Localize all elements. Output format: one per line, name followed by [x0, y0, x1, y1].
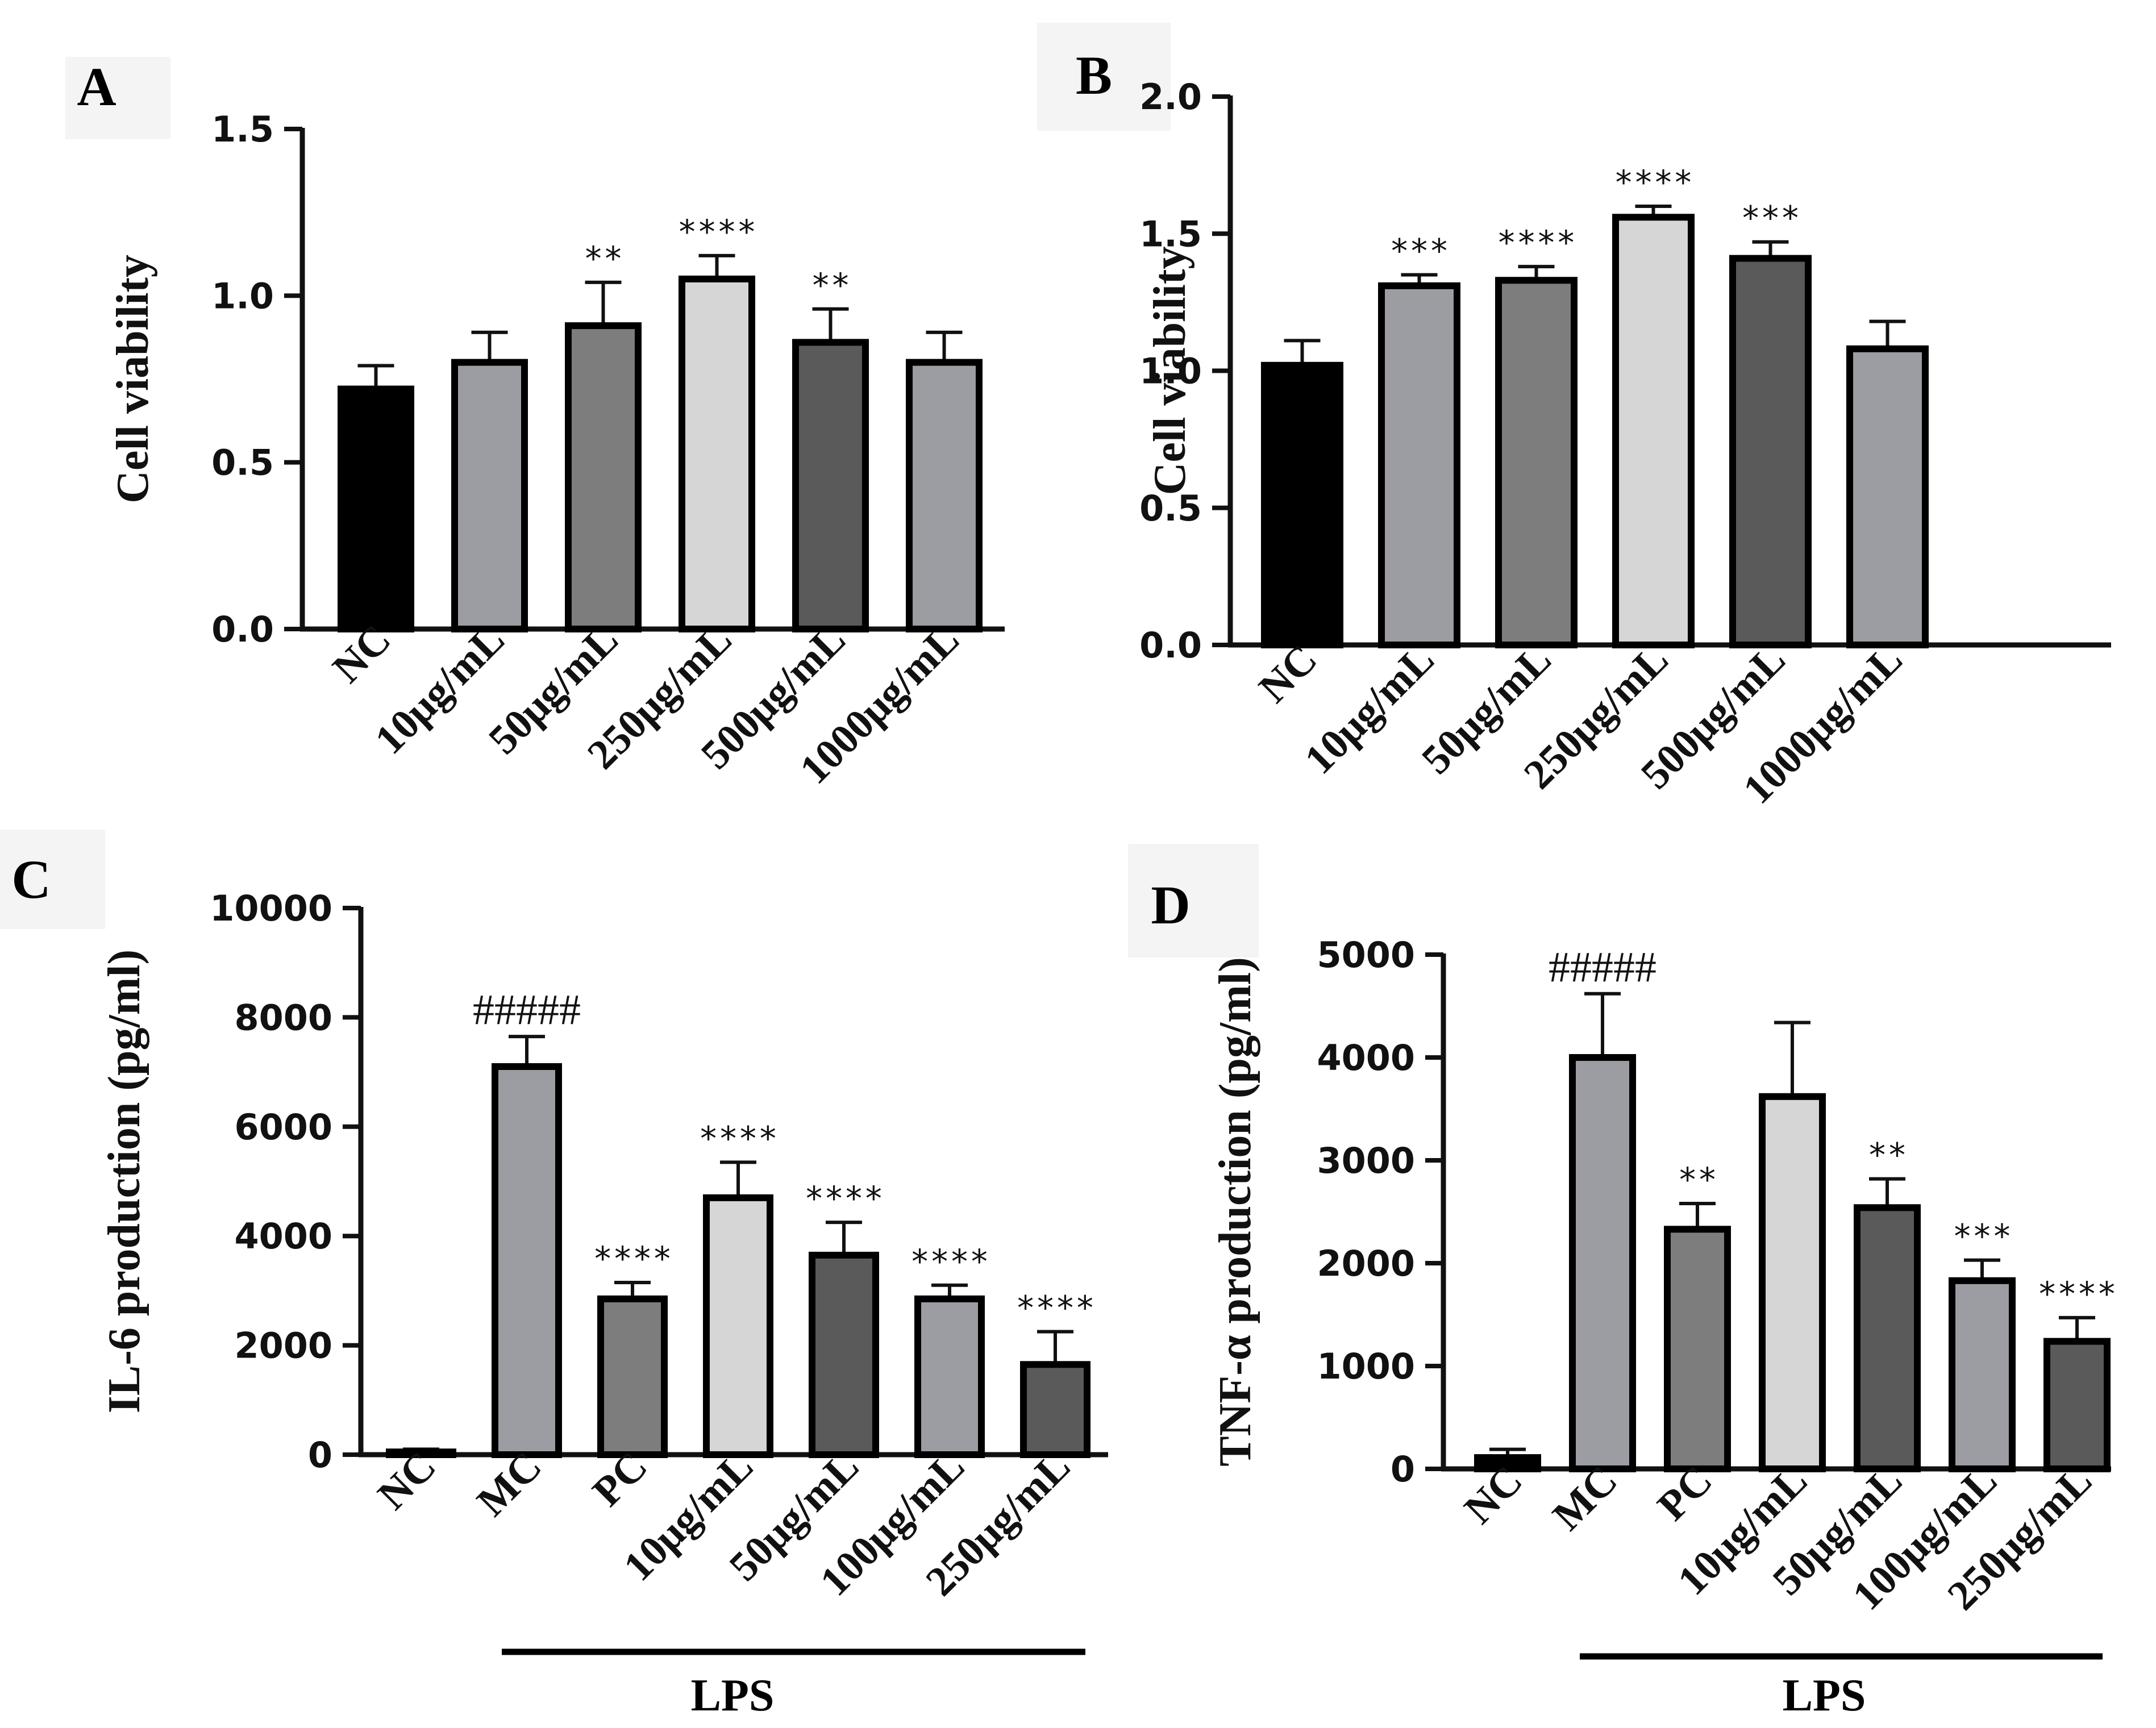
significance-marker: ** — [811, 266, 851, 305]
bar-mc — [492, 1063, 562, 1458]
significance-marker: **** — [698, 1119, 778, 1157]
significance-marker: *** — [1953, 1217, 2012, 1256]
y-tick-label: 4000 — [234, 1215, 332, 1257]
bar-250-g-ml — [679, 276, 755, 632]
significance-marker: **** — [2037, 1275, 2117, 1313]
significance-marker: *** — [1389, 232, 1449, 270]
bar-pc — [597, 1295, 668, 1459]
significance-marker: **** — [1497, 223, 1576, 262]
panel-D: D 0 1000 2000 3000 4000 5000 TNF-α production (… — [1128, 844, 2117, 1721]
significance-marker: **** — [1015, 1289, 1095, 1327]
bar-1000-g-ml — [1846, 345, 1929, 648]
y-axis-title: Cell viability — [1145, 247, 1195, 496]
bar-250-g-ml — [1612, 214, 1695, 648]
y-tick-label: 0 — [1391, 1448, 1415, 1490]
y-tick-label: 3000 — [1317, 1140, 1415, 1181]
bar-50-g-ml — [809, 1251, 879, 1459]
bar-10-g-ml — [451, 359, 528, 633]
panel-letter-box — [65, 57, 170, 139]
significance-marker: **** — [677, 213, 757, 251]
bar-10-g-ml — [1378, 282, 1460, 648]
panel-C: C 0 2000 4000 6000 8000 10000 IL-6 production (… — [0, 830, 1108, 1721]
bar-50-g-ml — [565, 322, 642, 632]
y-axis-title: TNF-α production (pg/ml) — [1210, 957, 1260, 1467]
bar-10-g-ml — [1759, 1093, 1826, 1472]
y-tick-label: 1.5 — [211, 109, 274, 150]
bar-500-g-ml — [792, 339, 869, 632]
significance-marker: **** — [804, 1179, 884, 1218]
y-tick-label: 1000 — [1317, 1346, 1415, 1387]
panel-letter-box — [1037, 23, 1171, 131]
y-axis-title: IL-6 production (pg/ml) — [99, 950, 149, 1413]
bar-500-g-ml — [1729, 255, 1812, 648]
panel-letter: A — [77, 56, 116, 117]
y-tick-label: 4000 — [1317, 1037, 1415, 1079]
panel-letter-box — [1128, 844, 1259, 957]
panel-letter: D — [1151, 875, 1190, 935]
bar-pc — [1664, 1226, 1731, 1473]
hash-marker: ##### — [1549, 943, 1656, 991]
bar-50-g-ml — [1854, 1204, 1921, 1472]
bar-nc — [386, 1448, 456, 1458]
y-axis-title: Cell viability — [108, 255, 158, 503]
y-tick-label: 2000 — [234, 1325, 332, 1367]
bar-100-g-ml — [1949, 1277, 2016, 1473]
y-tick-label: 6000 — [234, 1106, 332, 1148]
bar-nc — [1261, 361, 1343, 648]
bar-10-g-ml — [703, 1194, 773, 1459]
category-label: 10μg/mL — [1296, 636, 1443, 783]
significance-marker: **** — [1614, 163, 1693, 202]
y-tick-label: 1.5 — [1139, 213, 1202, 255]
panel-letter: B — [1076, 45, 1112, 106]
bar-mc — [1569, 1054, 1636, 1472]
y-tick-label: 0.0 — [1139, 624, 1202, 666]
bar-nc — [338, 385, 414, 632]
y-tick-label: 2.0 — [1139, 76, 1202, 118]
significance-marker: **** — [593, 1239, 672, 1278]
lps-group-label: LPS — [1783, 1671, 1866, 1721]
panel-letter-box — [0, 830, 105, 929]
significance-marker: ** — [1867, 1136, 1907, 1175]
bar-250-g-ml — [2043, 1338, 2111, 1473]
panel-letter: C — [11, 849, 51, 910]
y-tick-label: 0 — [308, 1434, 332, 1476]
lps-group-label: LPS — [691, 1671, 775, 1721]
significance-marker: ** — [1678, 1160, 1717, 1199]
hash-marker: ##### — [473, 986, 581, 1034]
significance-marker: **** — [910, 1242, 989, 1281]
bar-250-g-ml — [1020, 1361, 1091, 1459]
significance-marker: ** — [584, 239, 623, 278]
y-tick-label: 8000 — [234, 997, 332, 1038]
bar-100-g-ml — [914, 1295, 985, 1459]
significance-marker: *** — [1741, 199, 1800, 238]
y-tick-label: 2000 — [1317, 1243, 1415, 1284]
y-tick-label: 5000 — [1317, 934, 1415, 976]
y-tick-label: 1.0 — [1139, 351, 1202, 392]
bar-50-g-ml — [1495, 277, 1578, 648]
bar-nc — [1474, 1454, 1541, 1473]
y-tick-label: 0.5 — [1139, 488, 1202, 529]
y-tick-label: 1.0 — [211, 275, 274, 317]
y-tick-label: 0.5 — [211, 442, 274, 484]
y-tick-label: 0.0 — [211, 609, 274, 650]
y-tick-label: 10000 — [210, 888, 332, 929]
bar-1000-g-ml — [906, 359, 983, 633]
